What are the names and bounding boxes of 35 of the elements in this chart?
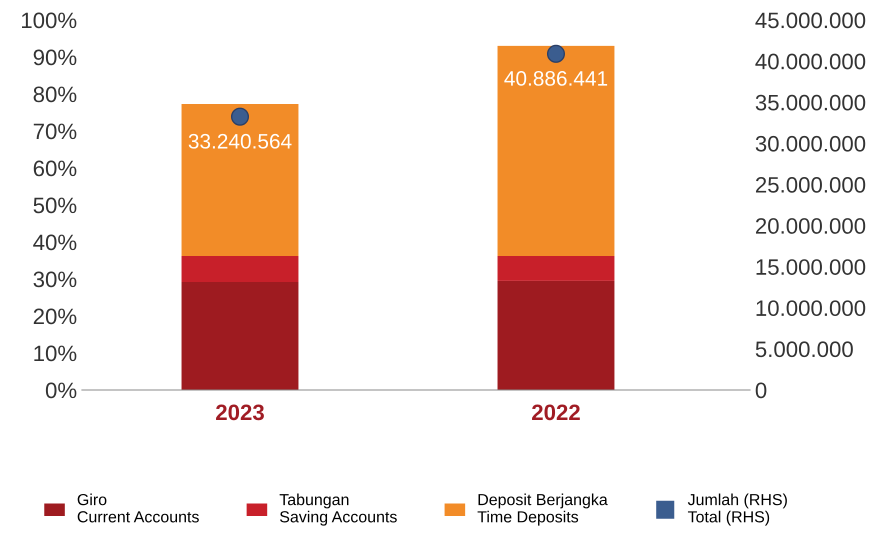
y2-tick-label: 25.000.000 — [756, 176, 866, 193]
y2-tick-label: 45.000.000 — [755, 12, 866, 28]
bar — [498, 280, 614, 390]
y2-tick-label: 35.000.000 — [756, 94, 866, 110]
data-label: 33.240.564 — [188, 134, 292, 149]
bar — [182, 282, 298, 390]
y-tick-label: 40% — [33, 234, 76, 250]
y-tick-label: 20% — [34, 308, 76, 324]
bar — [498, 256, 614, 281]
y-tick-label: 30% — [34, 272, 76, 288]
y-tick-label: 100% — [22, 12, 76, 28]
y2-tick-label: 5.000.000 — [756, 341, 853, 358]
legend-label: Giro Current Accounts — [78, 494, 199, 522]
y2-tick-label: 30.000.000 — [756, 136, 866, 152]
data-label: 40.886.441 — [504, 71, 608, 86]
legend-label: Deposit Berjangka Time Deposits — [478, 494, 608, 526]
x-tick-label: 2022 — [532, 404, 580, 420]
y-tick-label: 0% — [46, 382, 76, 398]
y2-tick-label: 0 — [756, 382, 766, 398]
bar — [182, 256, 298, 282]
legend-label: Tabungan Saving Accounts — [280, 494, 397, 526]
y-tick-label: 70% — [34, 124, 76, 140]
y2-tick-label: 10.000.000 — [756, 300, 866, 316]
y-tick-label: 90% — [34, 50, 76, 66]
y-tick-label: 50% — [34, 198, 76, 214]
x-tick-label: 2023 — [216, 404, 264, 420]
y2-tick-label: 20.000.000 — [756, 218, 866, 234]
legend-label: Jumlah (RHS) Total (RHS) — [688, 494, 787, 526]
y2-tick-label: 15.000.000 — [756, 259, 866, 275]
y-tick-label: 80% — [34, 86, 76, 102]
bar — [182, 104, 298, 256]
bar — [498, 46, 614, 256]
y-tick-label: 10% — [34, 346, 76, 362]
y-tick-label: 60% — [34, 160, 76, 176]
y2-tick-label: 40.000.000 — [755, 54, 866, 70]
